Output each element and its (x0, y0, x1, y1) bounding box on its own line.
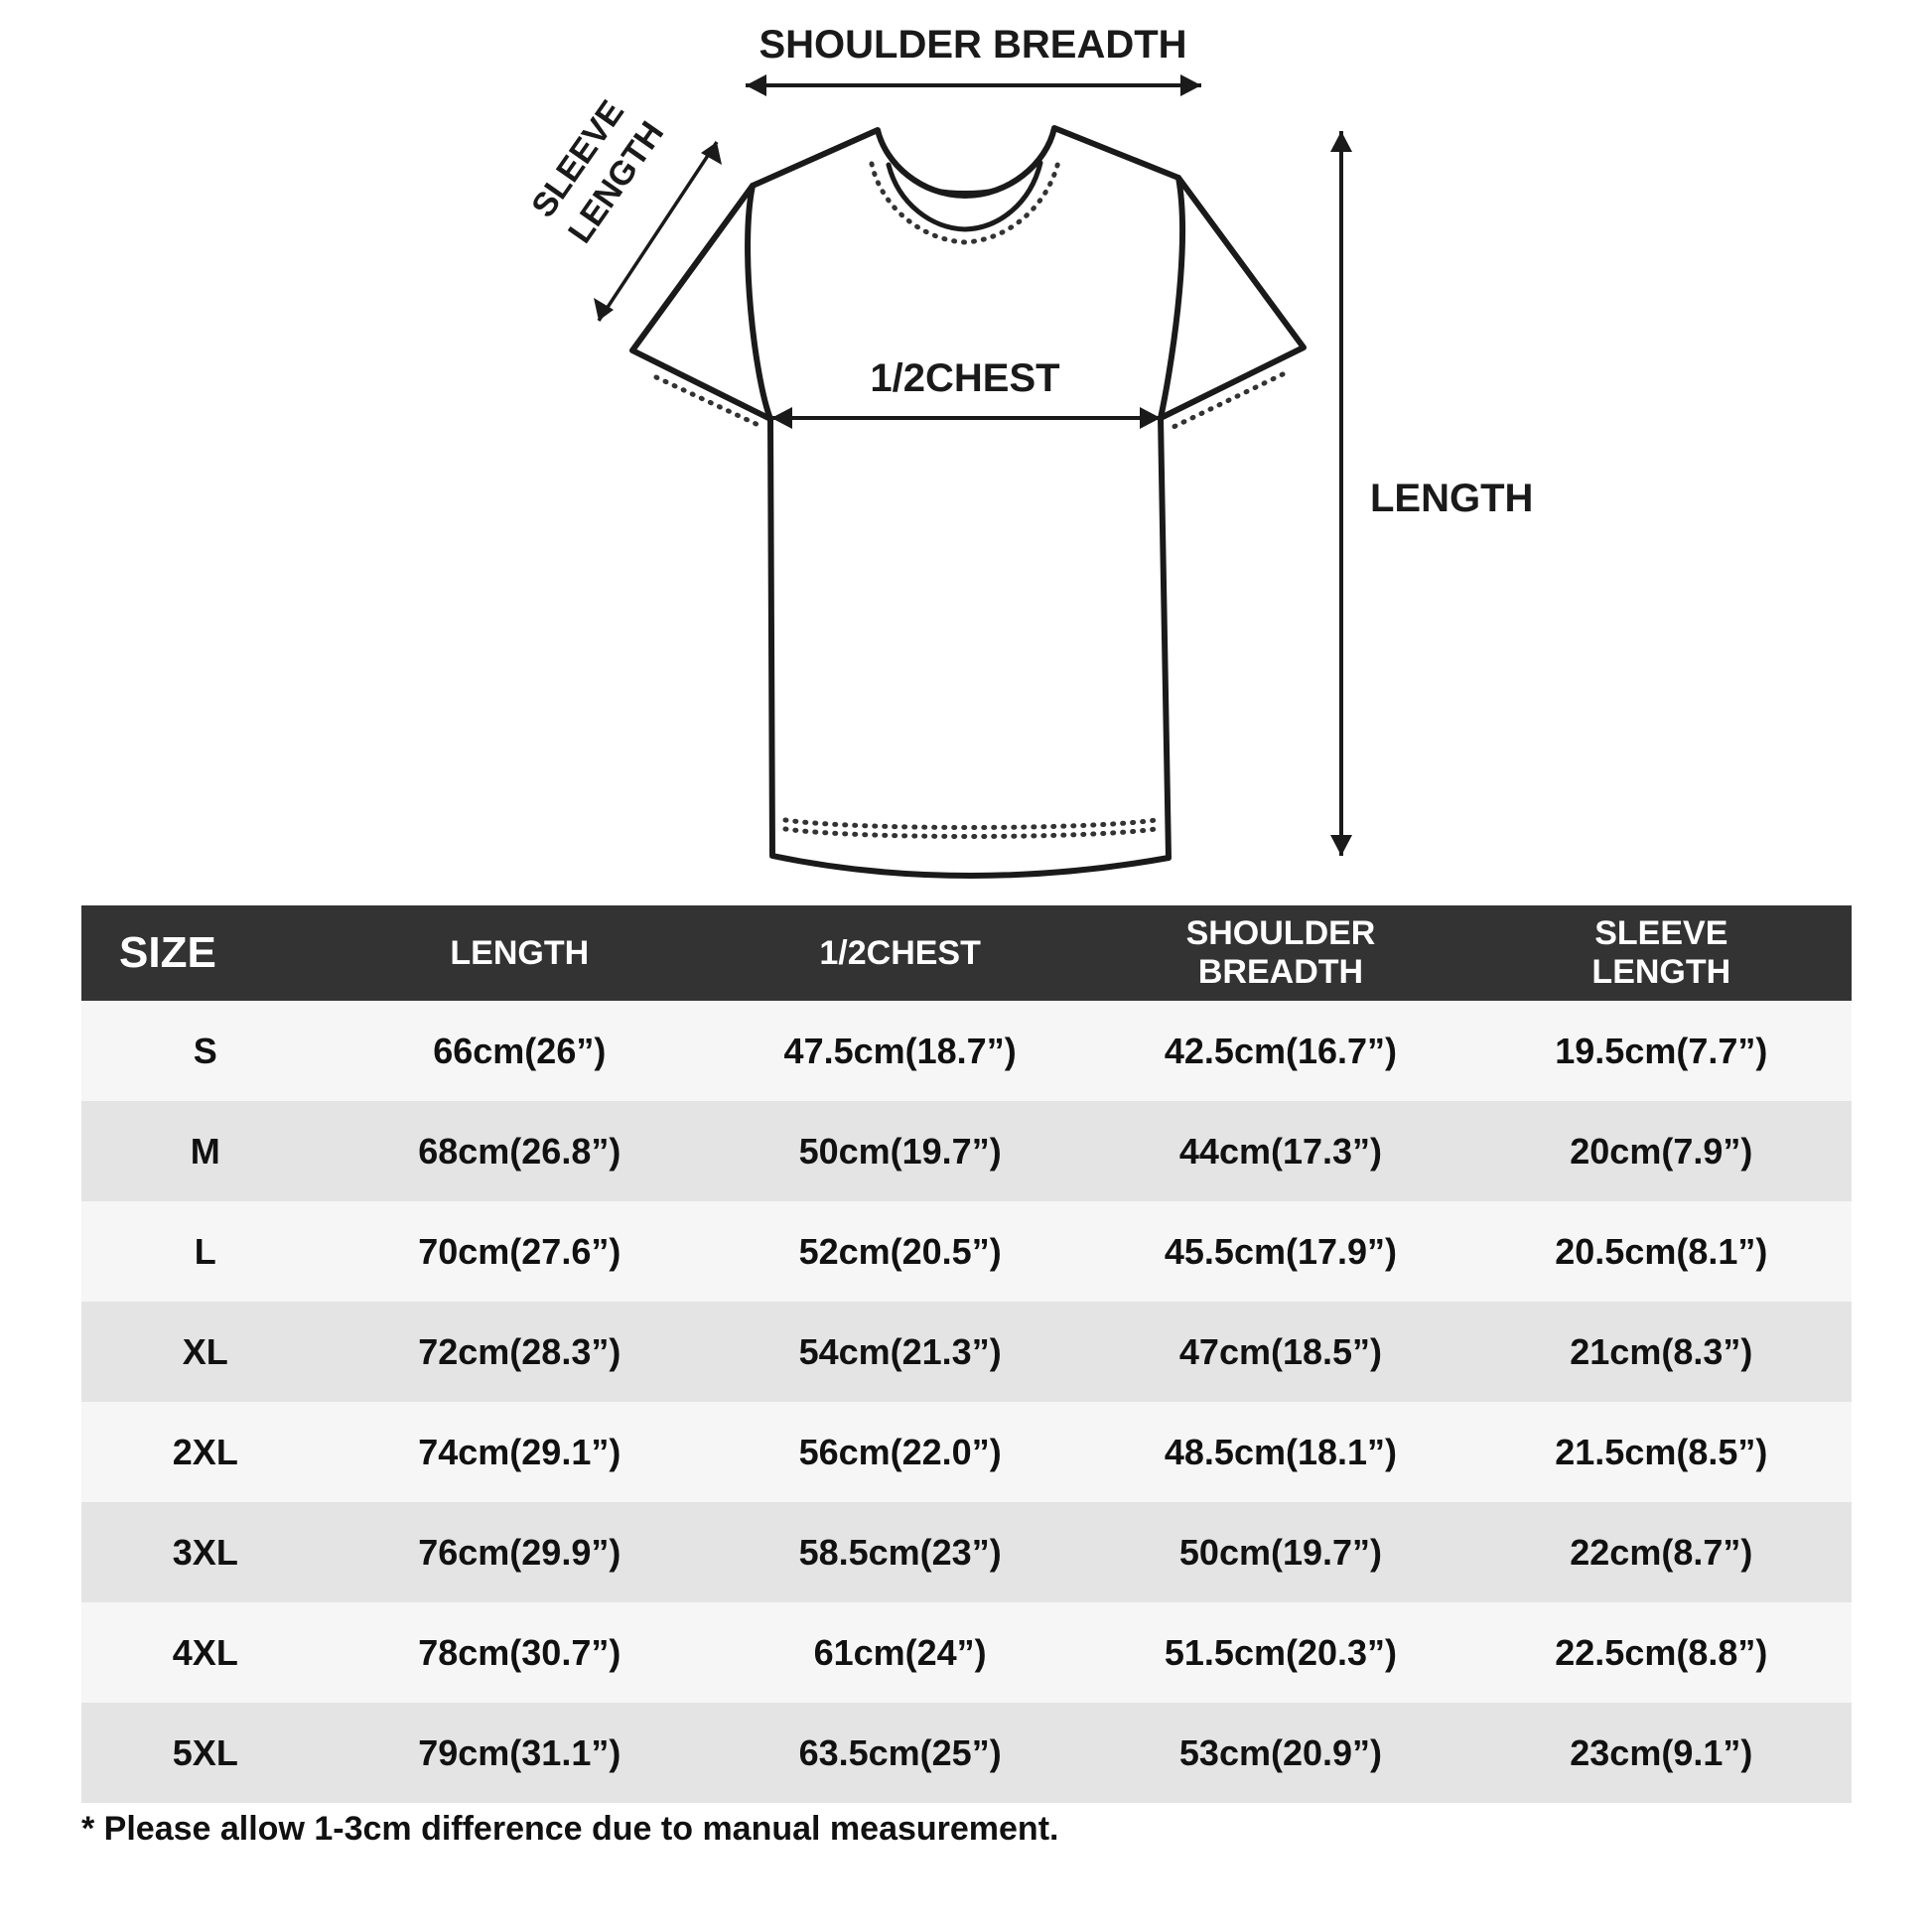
svg-text:SHOULDER BREADTH: SHOULDER BREADTH (759, 23, 1186, 67)
svg-text:LENGTH: LENGTH (1370, 477, 1533, 520)
svg-text:1/2CHEST: 1/2CHEST (870, 356, 1059, 400)
